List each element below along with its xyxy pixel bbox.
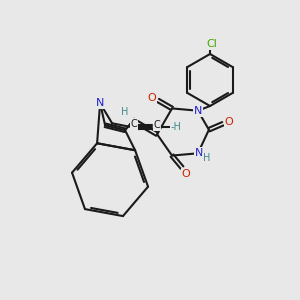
Text: C: C	[131, 119, 137, 129]
Text: -H: -H	[171, 122, 182, 132]
Text: O: O	[148, 93, 156, 103]
Text: H: H	[122, 107, 129, 117]
Text: N: N	[194, 106, 202, 116]
Text: N: N	[96, 98, 104, 108]
Text: O: O	[224, 117, 233, 127]
Text: N: N	[195, 148, 203, 158]
Text: H: H	[203, 153, 211, 163]
Text: O: O	[182, 169, 190, 178]
Text: C: C	[154, 120, 160, 130]
Text: Cl: Cl	[207, 39, 218, 49]
